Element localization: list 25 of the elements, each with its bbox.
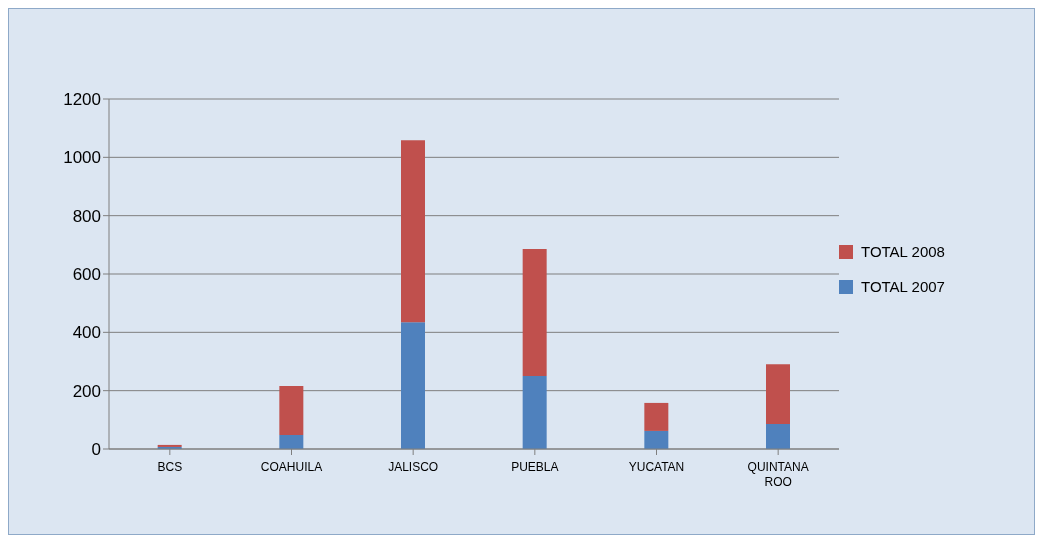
bar <box>644 402 669 431</box>
x-tick-label: QUINTANA ROO <box>747 460 809 489</box>
y-tick-label: 1000 <box>63 148 101 168</box>
y-tick-label: 400 <box>72 323 101 343</box>
bar <box>401 322 425 449</box>
bar <box>279 386 304 435</box>
x-tick-label: COAHUILA <box>260 460 323 474</box>
y-tick-label: 0 <box>91 440 101 460</box>
bar <box>644 430 669 449</box>
bar <box>766 364 790 424</box>
x-tick-label: PUEBLA <box>511 460 559 474</box>
bar <box>522 248 547 377</box>
bar <box>766 423 790 449</box>
y-tick-label: 1200 <box>63 90 101 110</box>
x-tick-label: JALISCO <box>388 460 439 474</box>
bar <box>522 376 547 449</box>
bar <box>279 435 304 449</box>
bar <box>401 140 425 323</box>
x-tick-label: BCS <box>157 460 183 474</box>
y-tick-label: 200 <box>72 381 101 401</box>
y-tick-label: 800 <box>72 206 101 226</box>
y-tick-label: 600 <box>72 265 101 285</box>
x-tick-label: YUCATAN <box>628 460 685 474</box>
legend-label: TOTAL 2007 <box>861 278 945 295</box>
legend-label: TOTAL 2008 <box>861 243 945 260</box>
